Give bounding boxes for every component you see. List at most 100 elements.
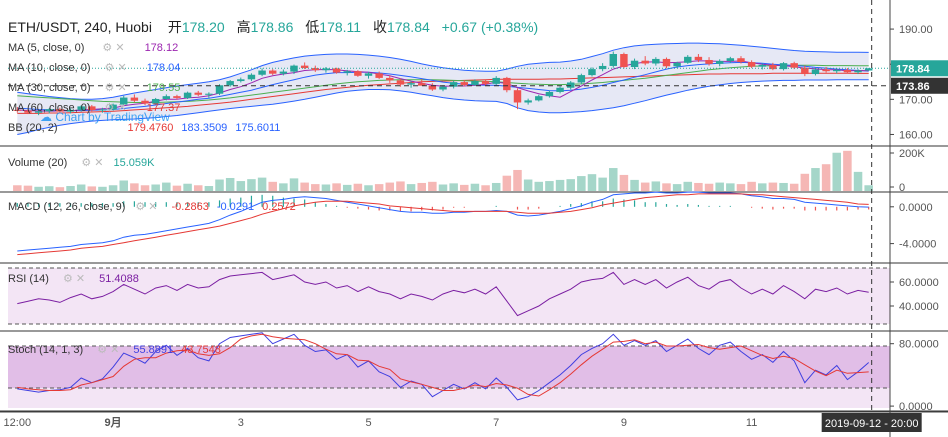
settings-icon[interactable]: ⚙ ✕ — [62, 273, 86, 285]
volume-bar — [23, 185, 33, 191]
ma60-label: MA (60, close, 0) — [8, 102, 91, 114]
candle-body — [205, 93, 213, 95]
volume-legend[interactable]: Volume (20) ⚙ ✕ 15.059K — [8, 156, 154, 169]
candle-body — [45, 109, 53, 112]
candle-body — [715, 61, 724, 64]
candle-body — [801, 67, 809, 75]
close-label: 收 — [372, 19, 387, 35]
candle-body — [481, 81, 490, 84]
macd-signal-value: 0.2572 — [262, 201, 296, 213]
rsi-band — [8, 268, 890, 324]
ma5-legend[interactable]: MA (5, close, 0) ⚙ ✕ 178.12 — [8, 38, 280, 58]
volume-bar — [55, 187, 65, 191]
volume-bar — [140, 185, 150, 191]
candle-body — [439, 86, 447, 90]
candle-body — [790, 63, 798, 68]
volume-bar — [438, 184, 448, 191]
candle-body — [407, 83, 415, 85]
macd-hist-value: -0.2863 — [171, 201, 209, 213]
candle-body — [215, 85, 224, 94]
candle-body — [673, 62, 681, 67]
volume-bar — [428, 181, 437, 191]
candle-body — [396, 80, 405, 85]
volume-bar — [587, 174, 597, 191]
macd-label: MACD (12, 26, close, 9) — [8, 201, 126, 213]
volume-bar — [300, 182, 309, 191]
volume-bar — [662, 183, 671, 191]
candle-body — [66, 109, 75, 112]
time-tick-label: 11 — [746, 417, 757, 429]
volume-bar — [747, 181, 756, 191]
symbol-title[interactable]: ETH/USDT, 240, Huobi — [8, 19, 152, 35]
ma10-line — [17, 61, 869, 112]
settings-icon[interactable]: ⚙ ✕ — [102, 42, 125, 54]
price-tick-label: 190.00 — [899, 24, 933, 36]
settings-icon[interactable]: ⚙ ✕ — [97, 344, 120, 356]
settings-icon[interactable]: ⚙ ✕ — [81, 157, 104, 169]
volume-bar — [704, 183, 714, 191]
bb-upper-line — [17, 42, 869, 100]
volume-bar — [491, 182, 501, 191]
ma10-label: MA (10, close, 0) — [8, 62, 91, 74]
volume-bar — [545, 181, 554, 191]
crosshair-time-text: 2019-09-12 - 20:00 — [825, 418, 919, 430]
volume-bar — [87, 186, 97, 191]
volume-bar — [321, 184, 331, 191]
crosshair-price-text: 173.86 — [896, 81, 930, 93]
volume-bar — [502, 175, 512, 191]
volume-bar — [34, 186, 43, 191]
volume-bar — [353, 183, 363, 191]
macd-tick-label: 0.0000 — [899, 202, 933, 214]
volume-bar — [311, 184, 320, 191]
candle-body — [77, 106, 85, 110]
volume-bar — [151, 184, 160, 191]
crosshair-price-badge — [891, 77, 948, 94]
volume-bar — [385, 182, 395, 191]
rsi-value: 51.4088 — [99, 273, 139, 285]
candle-body — [864, 68, 873, 71]
bb-lower-value: 175.6011 — [235, 122, 281, 134]
volume-bar — [843, 150, 852, 191]
volume-bar — [481, 185, 490, 191]
settings-icon[interactable]: ⚙ ✕ — [104, 102, 127, 114]
candle-body — [151, 98, 160, 104]
candle-body — [162, 96, 171, 99]
last-price-text: 178.84 — [896, 63, 931, 75]
candle-body — [726, 58, 735, 62]
volume-bar — [406, 184, 416, 191]
stoch-tick-label: 80.0000 — [899, 339, 939, 351]
time-tick-label: 3 — [238, 417, 244, 429]
rsi-legend[interactable]: RSI (14) ⚙ ✕ 51.4088 — [8, 272, 139, 285]
candle-body — [343, 71, 351, 73]
ma10-legend[interactable]: MA (10, close, 0) ⚙ ✕ 178.04 — [8, 58, 280, 78]
stoch-k-value: 55.8891 — [133, 344, 174, 356]
candle-body — [290, 65, 298, 72]
volume-bar — [460, 184, 469, 191]
rsi-tick-label: 40.0000 — [899, 301, 939, 313]
macd-legend[interactable]: MACD (12, 26, close, 9) ⚙ ✕ -0.2863 -0.0291… — [8, 200, 296, 213]
time-tick-label: 7 — [493, 417, 499, 429]
volume-bar — [215, 179, 224, 191]
settings-icon[interactable]: ⚙ ✕ — [104, 82, 127, 94]
low-label: 低 — [305, 19, 320, 35]
volume-bar — [694, 182, 703, 191]
volume-bar — [470, 183, 480, 191]
candle-body — [237, 79, 245, 82]
ma30-legend[interactable]: MA (30, close, 0) ⚙ ✕ 179.55 — [8, 78, 280, 98]
volume-bar — [236, 181, 246, 191]
stoch-d-value: 43.7548 — [181, 344, 221, 356]
candle-body — [332, 68, 341, 73]
tradingview-watermark[interactable]: ☁ Chart by TradingView — [40, 110, 170, 124]
volume-value: 15.059K — [113, 157, 155, 169]
settings-icon[interactable]: ⚙ ✕ — [104, 62, 127, 74]
bb-legend[interactable]: BB (20, 2) 179.4760 183.3509 175.6011 — [8, 118, 280, 138]
volume-bar — [183, 183, 192, 191]
volume-bar — [13, 185, 22, 191]
macd-signal-line — [17, 193, 869, 256]
ma60-legend[interactable]: MA (60, close, 0) ⚙ ✕ 177.37 — [8, 98, 280, 118]
stoch-legend[interactable]: Stoch (14, 1, 3) ⚙ ✕ 55.8891 43.7548 — [8, 343, 221, 356]
volume-bar — [225, 177, 235, 191]
candle-body — [13, 109, 22, 111]
settings-icon[interactable]: ⚙ ✕ — [135, 201, 158, 213]
